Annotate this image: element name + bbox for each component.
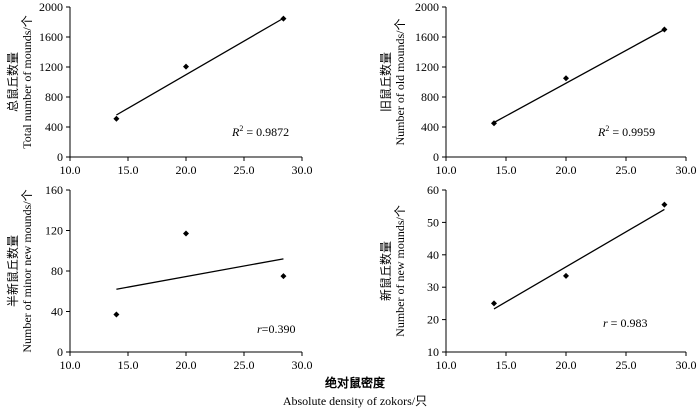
y-tick-label: 10: [427, 345, 439, 359]
y-tick-label: 120: [45, 224, 63, 238]
y-tick-label: 1600: [39, 30, 63, 44]
x-tick-label: 15.0: [496, 163, 517, 177]
y-axis-title-zh: 总鼠丘数量: [5, 52, 20, 112]
stat-symbol: R: [231, 125, 240, 139]
y-tick-label: 40: [51, 305, 63, 319]
x-tick-label: 20.0: [556, 163, 577, 177]
y-axis-title-en: Total number of mounds/个: [20, 15, 34, 148]
data-point: [183, 230, 189, 237]
data-point: [183, 63, 189, 70]
x-tick-label: 25.0: [234, 163, 255, 177]
stat-annotation: R2 = 0.9959: [597, 124, 655, 139]
trend-line: [493, 28, 665, 124]
y-axis-title-en: Number of old mounds/个: [393, 19, 407, 146]
x-tick-label: 10.0: [60, 358, 81, 372]
x-tick-label: 20.0: [176, 163, 197, 177]
data-point: [491, 120, 497, 127]
y-tick-label: 0: [57, 345, 63, 359]
x-axis-title-en: Absolute density of zokors/只: [283, 394, 427, 408]
x-tick-label: 10.0: [436, 358, 457, 372]
x-tick-label: 20.0: [176, 358, 197, 372]
x-tick-label: 10.0: [436, 163, 457, 177]
y-axis-title-zh: 旧鼠丘数量: [378, 52, 393, 112]
y-tick-label: 40: [427, 248, 439, 262]
x-tick-label: 25.0: [616, 163, 637, 177]
y-tick-label: 80: [51, 264, 63, 278]
x-tick-label: 15.0: [118, 163, 139, 177]
y-tick-label: 400: [45, 120, 63, 134]
data-point: [661, 26, 668, 33]
stat-annotation: r=0.390: [257, 322, 295, 336]
x-tick-label: 10.0: [60, 163, 81, 177]
x-tick-label: 30.0: [292, 358, 313, 372]
y-tick-label: 0: [57, 150, 63, 164]
stat-superscript: 2: [605, 124, 609, 133]
y-tick-label: 2000: [39, 0, 63, 14]
x-tick-label: 15.0: [496, 358, 517, 372]
y-axis-title-zh: 新鼠丘数量: [378, 241, 393, 301]
x-tick-label: 15.0: [118, 358, 139, 372]
y-tick-label: 1200: [39, 60, 63, 74]
data-point: [113, 115, 120, 122]
stat-annotation: r = 0.983: [603, 316, 647, 330]
y-tick-label: 400: [421, 120, 439, 134]
trend-line: [116, 17, 284, 116]
data-point: [280, 15, 287, 22]
chart-panel-4: 10 20 30 40 50 60 10.0 15.0 20.0 25.0 30.0 新鼠丘数量 Num…: [378, 183, 697, 372]
y-tick-label: 800: [45, 90, 63, 104]
chart-panel-1: 0 400 800 1200 1600 2000 10.0 15.0 20.0 25.0 30.0 总…: [5, 0, 313, 177]
y-axis-title-en: Number of minor new mounds/个: [20, 189, 34, 352]
y-tick-label: 30: [427, 280, 439, 294]
x-tick-label: 25.0: [234, 358, 255, 372]
data-point: [113, 311, 120, 318]
data-point: [491, 300, 497, 307]
y-tick-label: 0: [433, 150, 439, 164]
stat-superscript: 2: [239, 124, 243, 133]
y-tick-label: 1200: [415, 60, 439, 74]
x-tick-label: 30.0: [292, 163, 313, 177]
y-tick-label: 60: [427, 183, 439, 197]
stat-symbol: R: [597, 125, 606, 139]
data-point: [563, 272, 569, 279]
stat-value: = 0.9872: [243, 125, 289, 139]
y-axis-title-zh: 半新鼠丘数量: [5, 235, 20, 307]
stat-value: = 0.983: [608, 316, 648, 330]
data-point: [661, 201, 668, 208]
chart-panel-3: 0 40 80 120 160 10.0 15.0 20.0 25.0 30.0 半新鼠丘数量 Num…: [5, 183, 313, 372]
x-tick-label: 20.0: [556, 358, 577, 372]
chart-panel-2: 0 400 800 1200 1600 2000 10.0 15.0 20.0 25.0 30.0 旧…: [378, 0, 697, 177]
stat-value: =0.390: [262, 322, 296, 336]
y-tick-label: 50: [427, 215, 439, 229]
y-axis-title-en: Number of new mounds/个: [393, 205, 407, 337]
y-tick-label: 1600: [415, 30, 439, 44]
x-tick-label: 30.0: [676, 358, 697, 372]
y-tick-label: 800: [421, 90, 439, 104]
trend-line: [116, 258, 284, 290]
data-point: [563, 75, 569, 82]
data-point: [280, 273, 287, 280]
stat-symbol: r: [603, 316, 608, 330]
x-tick-label: 30.0: [676, 163, 697, 177]
trend-line: [493, 208, 665, 310]
stat-annotation: R2 = 0.9872: [231, 124, 289, 139]
y-tick-label: 20: [427, 313, 439, 327]
stat-value: = 0.9959: [609, 125, 655, 139]
x-axis-title-zh: 绝对鼠密度: [325, 375, 386, 390]
x-tick-label: 25.0: [616, 358, 637, 372]
stat-symbol: r: [257, 322, 262, 336]
y-tick-label: 2000: [415, 0, 439, 14]
y-tick-label: 160: [45, 183, 63, 197]
